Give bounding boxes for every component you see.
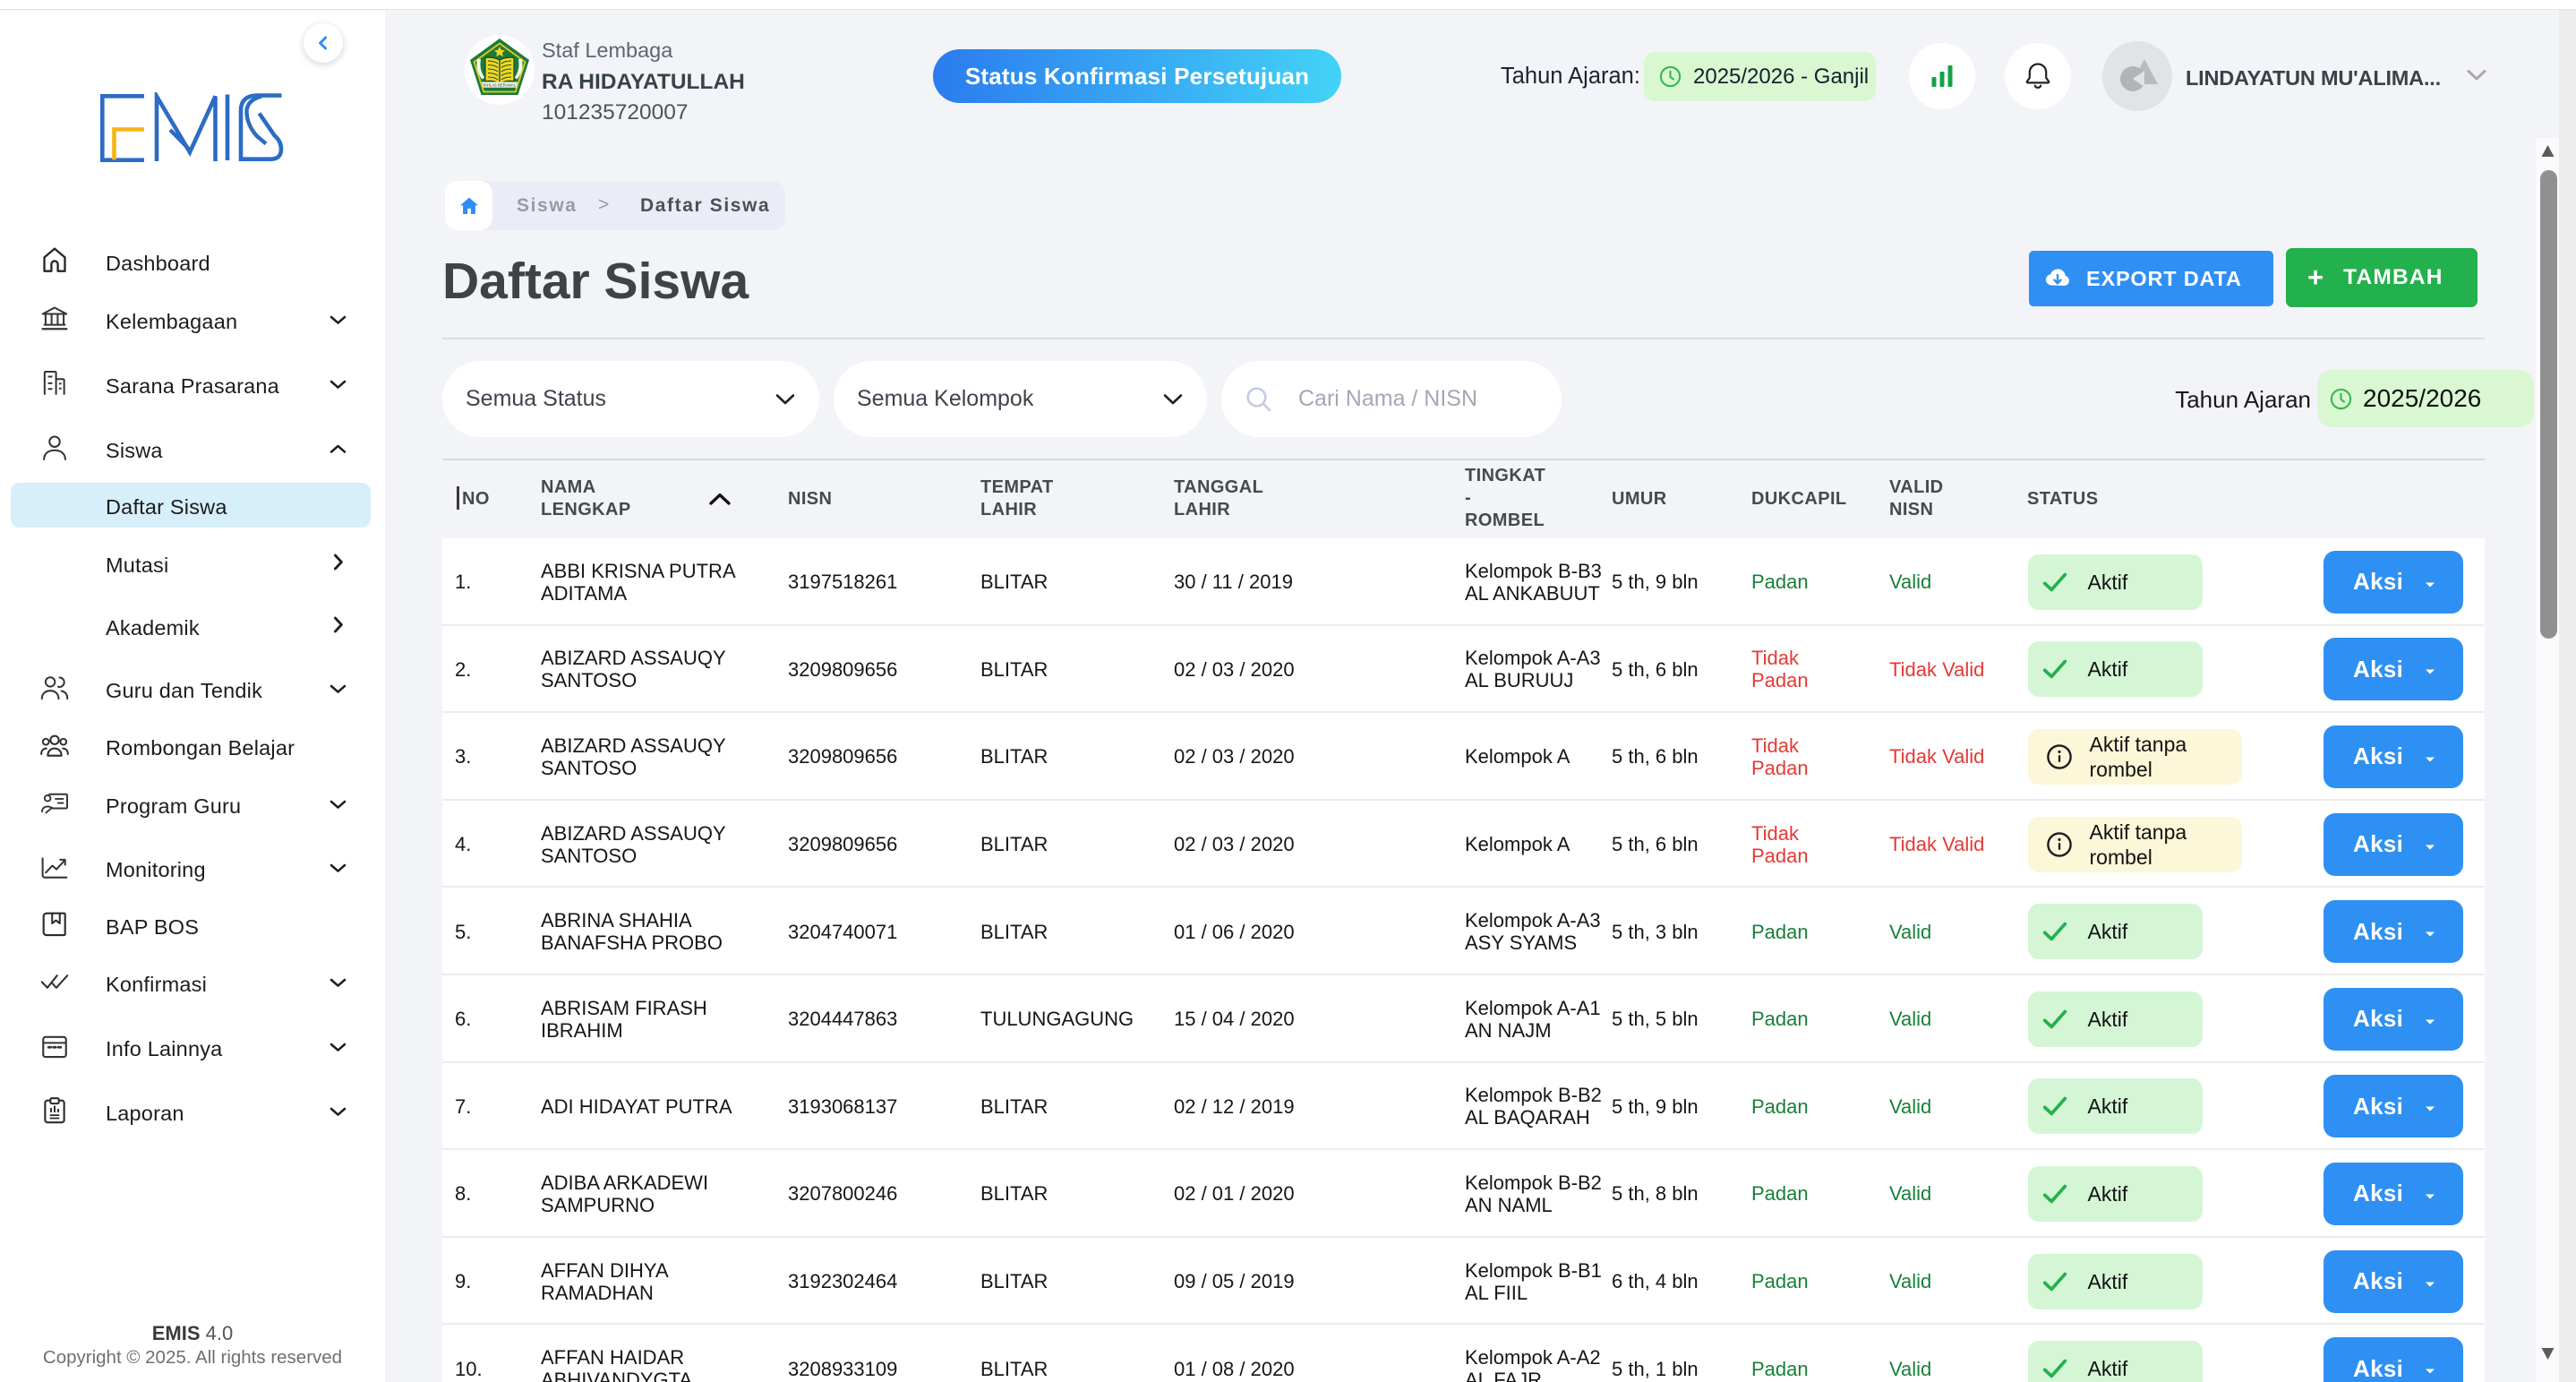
svg-text:IKHLAS BERAMAL: IKHLAS BERAMAL <box>484 83 517 88</box>
